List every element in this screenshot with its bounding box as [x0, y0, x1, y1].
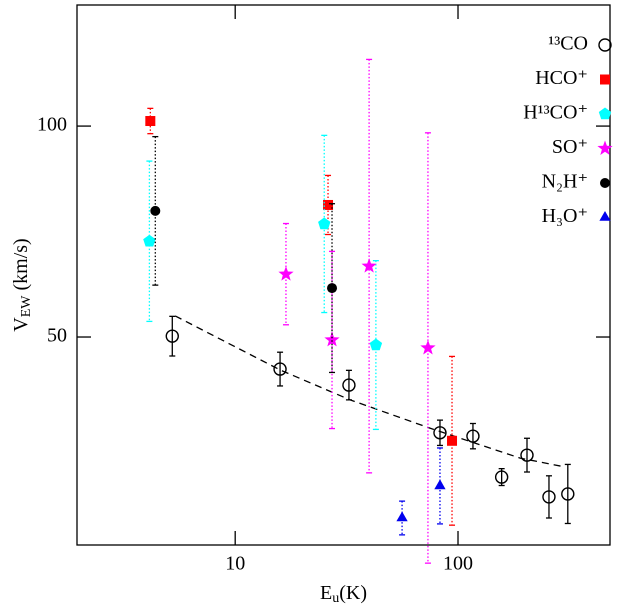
data-point	[323, 199, 334, 210]
data-point	[520, 448, 534, 462]
data-point	[324, 332, 340, 347]
x-tick-label: 10	[225, 553, 245, 575]
data-point	[150, 205, 161, 216]
legend-label: N₂H⁺	[542, 171, 588, 193]
x-label-unit: (K)	[339, 582, 367, 604]
legend-marker	[600, 178, 610, 188]
data-point	[318, 217, 331, 230]
legend-marker	[598, 107, 612, 120]
data-point	[342, 378, 356, 392]
plot-frame	[76, 4, 611, 546]
data-point	[369, 338, 383, 351]
legend-marker	[600, 74, 610, 85]
legend-label: H¹³CO⁺	[523, 102, 588, 124]
y-tick-label: 50	[47, 325, 67, 347]
y-axis-label: VEW (km/s)	[10, 238, 35, 331]
y-label-sub: EW	[19, 295, 34, 318]
x-tick-label: 100	[443, 553, 473, 575]
data-point	[433, 426, 447, 440]
y-label-main: V	[10, 317, 32, 332]
legend-label: SO⁺	[552, 136, 588, 158]
legend-marker	[598, 38, 612, 52]
x-axis-label: Eu(K)	[320, 582, 367, 607]
data-point	[361, 258, 377, 273]
legend-label: ¹³CO	[548, 33, 588, 55]
data-point	[420, 340, 436, 355]
data-point	[466, 429, 480, 443]
y-label-unit: (km/s)	[10, 238, 32, 295]
data-point	[561, 487, 575, 501]
data-point	[396, 511, 408, 522]
data-point	[447, 435, 458, 446]
legend-marker	[599, 211, 611, 221]
x-label-sub: u	[332, 591, 339, 606]
data-point	[143, 234, 156, 247]
x-label-main: E	[320, 582, 332, 604]
legend-marker	[597, 140, 613, 155]
data-point	[494, 470, 509, 484]
y-tick-label: 100	[37, 114, 67, 136]
data-point	[273, 362, 287, 376]
data-point	[434, 479, 446, 490]
data-point	[542, 490, 556, 504]
data-point	[165, 329, 179, 343]
legend-label: H₃O⁺	[542, 205, 588, 227]
model-curve	[174, 315, 566, 468]
data-point	[145, 116, 156, 127]
data-point	[278, 266, 294, 281]
data-point	[327, 283, 338, 294]
legend-label: HCO⁺	[535, 67, 588, 89]
